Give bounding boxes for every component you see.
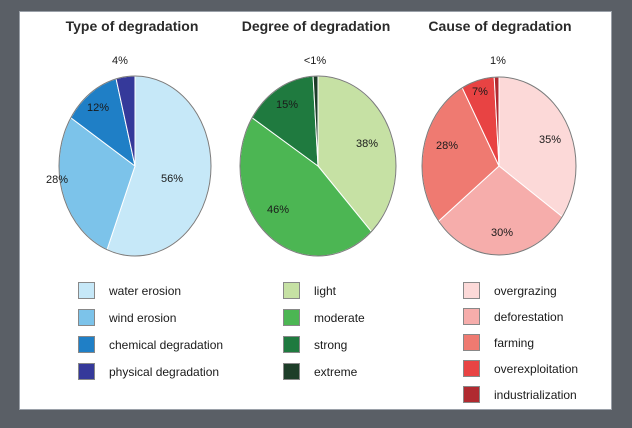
legend-item-strong: strong — [283, 336, 347, 353]
legend-label: water erosion — [109, 283, 182, 298]
legend-item-moderate: moderate — [283, 309, 365, 326]
legend-swatch — [283, 336, 300, 353]
data-label-light: 38% — [356, 138, 378, 150]
legend-label: extreme — [314, 364, 358, 379]
legend-item-water-erosion: water erosion — [78, 282, 181, 299]
chart-title-degree: Degree of degradation — [241, 18, 391, 34]
legend-item-extreme: extreme — [283, 363, 357, 380]
data-label-physical-degradation: 4% — [112, 55, 128, 67]
legend-swatch — [283, 282, 300, 299]
data-label-water-erosion: 56% — [161, 173, 183, 185]
legend-item-deforestation: deforestation — [463, 308, 563, 325]
legend-item-overexploitation: overexploitation — [463, 360, 578, 377]
chart-title-cause: Cause of degradation — [428, 18, 572, 34]
legend-label: wind erosion — [109, 310, 177, 325]
legend-swatch — [78, 363, 95, 380]
legend-label: physical degradation — [109, 364, 220, 379]
data-label-deforestation: 30% — [491, 227, 513, 239]
legend-item-overgrazing: overgrazing — [463, 282, 557, 299]
legend-swatch — [78, 336, 95, 353]
legend-label: light — [314, 283, 337, 298]
legend-swatch — [283, 309, 300, 326]
legend-label: chemical degradation — [109, 337, 224, 352]
data-label-extreme: <1% — [304, 55, 327, 67]
legend-swatch — [463, 360, 480, 377]
legend-label: strong — [314, 337, 348, 352]
pie-outline — [239, 75, 397, 257]
legend-label: overexploitation — [494, 361, 579, 376]
data-label-chemical-degradation: 12% — [87, 102, 109, 114]
legend-swatch — [78, 309, 95, 326]
legend-item-wind-erosion: wind erosion — [78, 309, 176, 326]
legend-label: deforestation — [494, 309, 564, 324]
legend-label: farming — [494, 335, 535, 350]
legend-item-light: light — [283, 282, 336, 299]
legend-label: industrialization — [494, 387, 577, 402]
legend-label: moderate — [314, 310, 365, 325]
chart-panel: Type of degradation Degree of degradatio… — [19, 11, 612, 410]
legend-swatch — [463, 308, 480, 325]
legend-swatch — [463, 386, 480, 403]
data-label-industrialization: 1% — [490, 55, 506, 67]
legend-item-chemical-degradation: chemical degradation — [78, 336, 223, 353]
pie-charts: 56% 28% 12% 4% 38% 46% 15% <1% 35% 30% 28% 7% 1% — [46, 55, 577, 257]
pie-outline — [421, 76, 577, 256]
legend-item-farming: farming — [463, 334, 534, 351]
legend-item-physical-degradation: physical degradation — [78, 363, 219, 380]
data-label-strong: 15% — [276, 99, 298, 111]
data-label-overgrazing: 35% — [539, 134, 561, 146]
chart-title-type: Type of degradation — [65, 18, 199, 34]
legend-swatch — [463, 282, 480, 299]
data-label-wind-erosion: 28% — [46, 174, 68, 186]
pie-outline — [58, 75, 212, 257]
legend-swatch — [463, 334, 480, 351]
legend-item-industrialization: industrialization — [463, 386, 577, 403]
data-label-overexploitation: 7% — [472, 86, 488, 98]
legend-swatch — [78, 282, 95, 299]
data-label-moderate: 46% — [267, 204, 289, 216]
data-label-farming: 28% — [436, 140, 458, 152]
legend-swatch — [283, 363, 300, 380]
legend-label: overgrazing — [494, 283, 557, 298]
